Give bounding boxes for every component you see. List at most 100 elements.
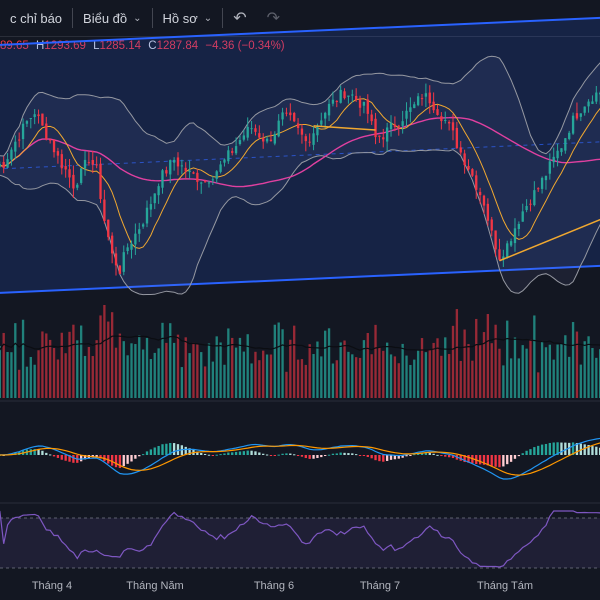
macd-histogram-bar: [595, 446, 598, 455]
macd-histogram-bar: [254, 451, 257, 455]
chevron-down-icon: ⌄: [133, 12, 142, 24]
time-axis: Tháng 4 Tháng Năm Tháng 6 Tháng 7 Tháng Tám: [32, 580, 533, 592]
candle: [45, 116, 48, 141]
candle-body: [556, 150, 559, 159]
candle: [327, 99, 331, 122]
candle-body: [331, 99, 335, 104]
volume-bar: [378, 347, 381, 398]
macd-histogram-bar: [200, 452, 203, 455]
candle: [21, 118, 25, 150]
redo-icon[interactable]: ↷: [266, 10, 280, 27]
candle: [506, 240, 509, 259]
candle-body: [362, 101, 366, 106]
profile-menu[interactable]: Hồ sơ ⌄: [153, 0, 223, 36]
volume-bar: [207, 343, 211, 398]
candle: [482, 194, 486, 215]
candle: [269, 131, 273, 142]
candle-body: [409, 107, 412, 112]
candle-body: [490, 219, 493, 231]
candle: [83, 150, 87, 176]
candle: [320, 112, 323, 127]
volume-bar: [355, 357, 358, 398]
candle: [560, 148, 563, 156]
candle: [227, 145, 230, 164]
candle: [161, 168, 164, 194]
volume-bar: [21, 319, 25, 398]
volume-bar: [64, 353, 67, 398]
macd-histogram-bar: [409, 455, 412, 456]
candle: [393, 116, 397, 132]
macd-histogram-bar: [215, 454, 218, 456]
volume-bar: [91, 356, 94, 398]
macd-histogram-bar: [358, 455, 362, 456]
candle-body: [366, 99, 369, 114]
volume-bar: [246, 334, 249, 398]
candle-body: [114, 253, 118, 266]
candle: [312, 125, 315, 151]
volume-bar: [192, 342, 195, 398]
main-pane: [0, 16, 600, 296]
volume-bar: [339, 342, 342, 398]
macd-histogram-bar: [420, 452, 424, 455]
close-value: 1287.84: [157, 40, 199, 52]
macd-histogram-bar: [49, 454, 52, 456]
candle: [87, 151, 91, 166]
candle: [285, 107, 288, 117]
bollinger-fill: [0, 56, 600, 295]
channel-median-line: [0, 141, 600, 170]
candle-body: [234, 146, 238, 154]
candle: [157, 183, 160, 204]
candle-body: [103, 199, 106, 222]
volume-bar: [416, 349, 420, 398]
candle: [556, 143, 559, 167]
candle: [490, 216, 493, 237]
candle-body: [215, 171, 218, 179]
candle: [60, 149, 63, 175]
candle-body: [6, 159, 9, 168]
macd-histogram-bar: [188, 448, 191, 455]
candle-body: [312, 133, 315, 145]
macd-histogram-bar: [169, 443, 172, 455]
volume-bar: [347, 351, 350, 398]
macd-histogram-bar: [153, 447, 156, 455]
volume-bar: [269, 354, 273, 398]
macd-histogram-bar: [196, 451, 199, 455]
undo-icon[interactable]: ↶: [233, 10, 247, 27]
macd-histogram-bar: [382, 455, 385, 462]
candle: [145, 200, 149, 228]
macd-histogram-bar: [223, 453, 226, 455]
ma-slow-line: [0, 116, 600, 188]
volume-bar: [0, 346, 1, 398]
candle: [56, 147, 60, 164]
macd-histogram-bar: [537, 445, 540, 455]
candle: [25, 120, 29, 127]
candle-body: [568, 132, 571, 139]
macd-histogram-bar: [219, 454, 222, 456]
candle: [335, 100, 338, 108]
candle: [254, 124, 257, 136]
volume-bar: [238, 337, 242, 398]
candle-body: [285, 112, 288, 114]
candle: [579, 113, 582, 122]
candle-body: [277, 120, 280, 137]
candle: [436, 104, 439, 116]
volume-bar: [552, 359, 555, 398]
candle-body: [293, 112, 296, 122]
volume-bar: [33, 364, 36, 398]
volume-bar: [509, 358, 513, 398]
candle-body: [382, 137, 385, 140]
indicators-menu[interactable]: c chỉ báo: [0, 0, 72, 36]
macd-histogram-bar: [141, 454, 145, 456]
candle: [293, 111, 296, 123]
candle: [513, 218, 517, 252]
macd-histogram-bar: [281, 453, 284, 455]
volume-bar: [157, 348, 160, 398]
candle-body: [122, 252, 125, 272]
candle: [366, 94, 369, 124]
candle: [444, 111, 447, 124]
candle-body: [281, 112, 284, 120]
volume-bar: [56, 359, 60, 398]
candle-body: [91, 159, 94, 165]
chart-menu[interactable]: Biểu đồ ⌄: [73, 0, 151, 36]
